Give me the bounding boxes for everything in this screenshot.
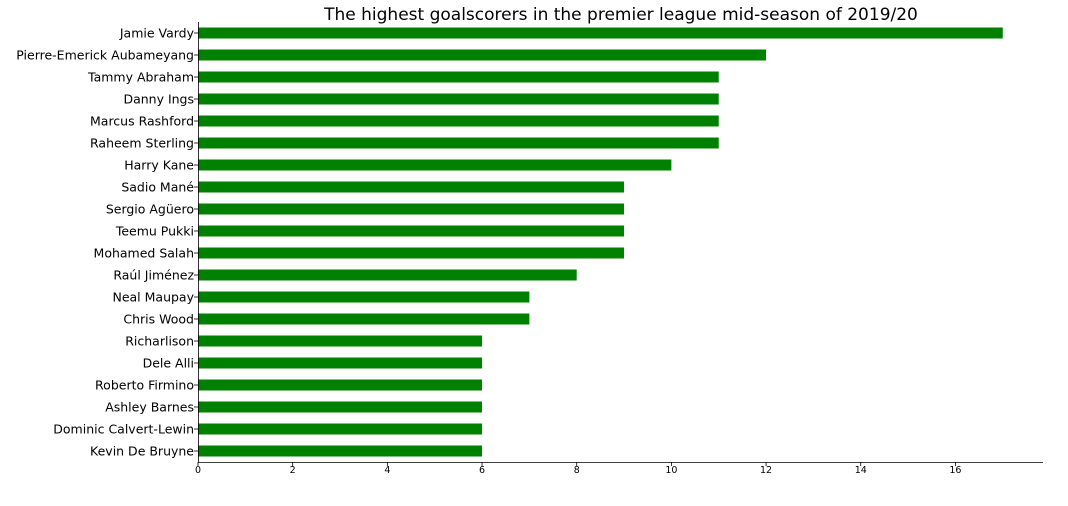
category-label: Marcus Rashford	[90, 114, 194, 129]
bar	[198, 27, 1003, 39]
bar	[198, 445, 483, 457]
category-label: Sadio Mané	[121, 180, 194, 195]
category-label: Richarlison	[125, 334, 194, 349]
category-label: Teemu Pukki	[115, 224, 194, 239]
category-label: Roberto Firmino	[95, 378, 194, 393]
category-label: Neal Maupay	[112, 290, 194, 305]
bar	[198, 401, 483, 413]
category-label: Mohamed Salah	[94, 246, 194, 261]
bar	[198, 291, 530, 303]
x-tick-label: 14	[855, 465, 867, 476]
bars-group	[198, 27, 1003, 457]
bar	[198, 181, 625, 193]
category-label: Ashley Barnes	[105, 400, 194, 415]
category-label: Raheem Sterling	[90, 136, 194, 151]
x-tick-label: 0	[195, 465, 201, 476]
bar	[198, 247, 625, 259]
x-tick-label: 16	[949, 465, 961, 476]
chart-title: The highest goalscorers in the premier l…	[323, 5, 918, 25]
bar	[198, 159, 672, 171]
bar	[198, 49, 767, 61]
bar	[198, 269, 577, 281]
bar	[198, 71, 719, 83]
x-tick-label: 2	[290, 465, 296, 476]
category-label: Sergio Agüero	[106, 202, 194, 217]
category-label: Jamie Vardy	[119, 26, 195, 41]
x-tick-label: 4	[384, 465, 390, 476]
x-tick-label: 8	[574, 465, 580, 476]
category-label: Danny Ings	[123, 92, 194, 107]
bar	[198, 335, 483, 347]
bar	[198, 379, 483, 391]
category-label: Pierre-Emerick Aubameyang	[16, 48, 194, 63]
category-label: Harry Kane	[124, 158, 194, 173]
x-tick-labels: 0 2 4 6 8 10 12 14 16	[195, 462, 961, 476]
bar	[198, 115, 719, 127]
category-labels: Jamie Vardy Pierre-Emerick Aubameyang Tamm…	[16, 26, 198, 459]
bar	[198, 313, 530, 325]
bar	[198, 203, 625, 215]
x-tick-label: 12	[760, 465, 772, 476]
bar	[198, 137, 719, 149]
category-label: Chris Wood	[123, 312, 194, 327]
category-label: Dele Alli	[143, 356, 194, 371]
x-tick-label: 10	[665, 465, 677, 476]
bar	[198, 93, 719, 105]
bar	[198, 225, 625, 237]
x-tick-label: 6	[479, 465, 485, 476]
bar	[198, 357, 483, 369]
category-label: Tammy Abraham	[87, 70, 194, 85]
category-label: Dominic Calvert-Lewin	[53, 422, 194, 437]
category-label: Raúl Jiménez	[113, 268, 194, 283]
category-label: Kevin De Bruyne	[90, 444, 194, 459]
bar	[198, 423, 483, 435]
